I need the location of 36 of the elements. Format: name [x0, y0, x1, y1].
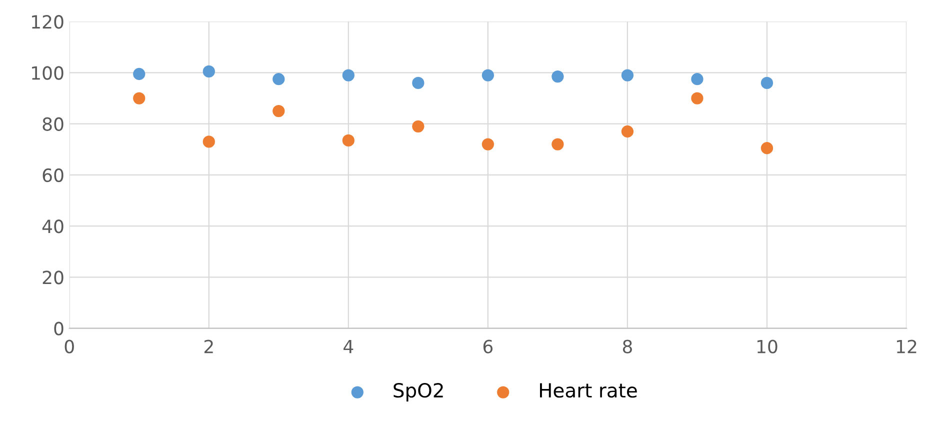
point	[133, 68, 146, 80]
point	[133, 92, 146, 104]
point	[412, 76, 424, 90]
y-tick-label: 60	[42, 168, 64, 182]
y-tick-label: 40	[42, 220, 64, 234]
point	[202, 136, 215, 148]
point	[482, 138, 494, 150]
point	[691, 73, 704, 86]
point	[342, 134, 354, 147]
y-tick-label: 0	[54, 322, 64, 336]
legend-label: Heart rate	[540, 383, 637, 398]
x-tick-label: 12	[896, 340, 916, 354]
point	[342, 69, 354, 82]
x-tick-label: 6	[483, 340, 493, 354]
y-tick-label: 100	[32, 66, 64, 80]
point	[691, 92, 704, 104]
point	[621, 125, 634, 138]
legend-label: SpO2	[394, 382, 443, 402]
y-tick-label: 120	[32, 15, 64, 29]
point	[552, 70, 564, 83]
point	[482, 69, 494, 82]
x-tick-label: 10	[757, 340, 778, 354]
x-tick-label: 2	[204, 340, 213, 354]
point	[621, 69, 634, 82]
point	[760, 142, 774, 154]
point	[272, 104, 285, 118]
x-tick-label: 0	[64, 340, 74, 354]
point	[202, 65, 215, 78]
point	[760, 76, 774, 90]
point	[552, 138, 564, 150]
y-tick-label: 20	[42, 270, 64, 284]
point	[412, 120, 424, 132]
x-tick-label: 4	[344, 340, 354, 354]
y-tick-label: 80	[42, 117, 64, 131]
point	[272, 73, 285, 86]
x-tick-label: 8	[622, 340, 632, 354]
